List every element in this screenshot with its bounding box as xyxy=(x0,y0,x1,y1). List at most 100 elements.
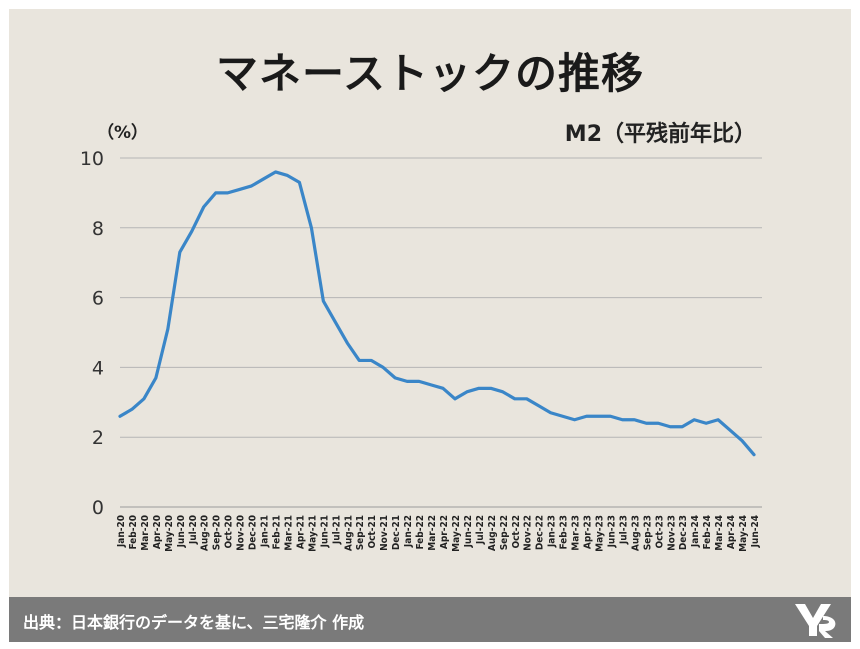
data-point xyxy=(657,422,660,425)
data-point xyxy=(214,192,217,194)
x-tick-label: Feb-23 xyxy=(559,515,570,550)
x-tick-label: Oct-21 xyxy=(367,515,378,549)
x-tick-label: Jan-24 xyxy=(690,515,701,548)
data-point xyxy=(310,227,313,229)
data-point xyxy=(370,359,373,362)
data-point xyxy=(382,366,384,369)
data-point xyxy=(155,377,157,379)
data-point xyxy=(753,453,755,456)
data-point xyxy=(573,418,576,421)
x-tick-label: Jun-23 xyxy=(606,515,617,548)
data-point xyxy=(478,387,480,390)
x-tick-label: Aug-21 xyxy=(343,515,354,551)
x-tick-label: Oct-23 xyxy=(654,515,665,549)
data-point xyxy=(681,425,684,428)
chart-title: マネーストックの推移 xyxy=(216,49,644,98)
x-tick-label: Feb-22 xyxy=(415,515,426,550)
data-point xyxy=(334,321,337,323)
data-point xyxy=(286,174,289,177)
data-point xyxy=(167,328,169,330)
x-tick-label: Dec-22 xyxy=(535,515,546,550)
y-tick-label: 0 xyxy=(92,497,104,519)
x-tick-label: Nov-20 xyxy=(236,515,247,551)
x-tick-label: Apr-23 xyxy=(583,515,594,549)
y-axis-unit-label: （%） xyxy=(97,123,149,143)
x-tick-label: Oct-20 xyxy=(224,515,235,549)
x-tick-label: May-20 xyxy=(164,515,175,552)
data-point xyxy=(525,398,528,400)
data-point xyxy=(358,359,361,362)
data-point xyxy=(250,185,253,187)
x-tick-label: Feb-21 xyxy=(272,515,283,550)
y-tick-label: 6 xyxy=(92,288,104,310)
x-tick-label: Jul-22 xyxy=(475,515,486,545)
data-point xyxy=(717,418,719,421)
source-footer: 出典：日本銀行のデータを基に、三宅隆介 作成 xyxy=(9,597,851,642)
data-point xyxy=(190,230,193,233)
data-point xyxy=(322,300,325,302)
x-tick-label: Jan-21 xyxy=(260,515,271,548)
data-point xyxy=(585,415,588,418)
x-tick-label: Mar-20 xyxy=(140,515,151,551)
y-tick-label: 10 xyxy=(80,148,104,170)
data-point xyxy=(202,206,205,208)
data-point xyxy=(442,387,444,390)
x-tick-label: Jun-21 xyxy=(319,515,330,548)
x-tick-label: May-23 xyxy=(594,515,605,552)
data-point xyxy=(454,398,456,400)
x-tick-label: Mar-21 xyxy=(283,515,294,551)
data-point xyxy=(537,404,540,407)
x-tick-label: May-24 xyxy=(738,515,749,552)
data-point xyxy=(705,422,707,425)
x-tick-label: Jun-24 xyxy=(750,515,761,548)
x-tick-label: Mar-23 xyxy=(571,515,582,551)
data-point xyxy=(238,188,241,191)
series-line xyxy=(118,170,756,457)
data-point xyxy=(561,415,564,418)
data-point xyxy=(226,192,229,194)
x-tick-label: Apr-24 xyxy=(726,515,737,549)
x-tick-label: Oct-22 xyxy=(511,515,522,549)
data-point xyxy=(430,384,432,386)
x-tick-label: Apr-21 xyxy=(295,515,306,549)
x-tick-label: May-21 xyxy=(307,515,318,552)
x-tick-label: Dec-23 xyxy=(678,515,689,550)
x-tick-label: Nov-23 xyxy=(666,515,677,551)
data-point xyxy=(466,391,468,393)
x-tick-label: Sep-21 xyxy=(355,515,366,550)
x-tick-label: Jun-22 xyxy=(463,515,474,548)
data-point xyxy=(394,377,396,379)
x-tick-label: Nov-22 xyxy=(523,515,534,551)
x-tick-label: Sep-22 xyxy=(499,515,510,550)
x-tick-label: Jan-23 xyxy=(547,515,558,548)
series-label: M2（平残前年比） xyxy=(564,122,756,147)
data-point xyxy=(501,391,504,393)
data-point xyxy=(621,418,624,421)
data-point xyxy=(143,398,145,400)
data-point xyxy=(346,342,349,344)
x-tick-label: Feb-24 xyxy=(702,515,713,550)
x-tick-label: Feb-20 xyxy=(128,515,139,550)
data-point xyxy=(669,425,672,428)
y-tick-label: 2 xyxy=(92,427,104,449)
data-point xyxy=(298,181,301,184)
x-tick-label: Aug-22 xyxy=(487,515,498,551)
x-tick-label: Sep-20 xyxy=(212,515,223,550)
x-tick-label: Aug-20 xyxy=(200,515,211,551)
data-point xyxy=(262,178,265,180)
source-text: 出典：日本銀行のデータを基に、三宅隆介 作成 xyxy=(23,613,365,632)
x-tick-label: Jul-23 xyxy=(618,515,629,545)
data-point xyxy=(513,398,516,400)
data-point xyxy=(729,429,731,432)
x-tick-label: Jan-20 xyxy=(116,515,127,548)
x-tick-label: Dec-20 xyxy=(248,515,259,550)
data-point xyxy=(131,408,133,411)
y-tick-label: 4 xyxy=(92,357,104,379)
data-point xyxy=(274,171,277,173)
x-tick-label: Nov-21 xyxy=(379,515,390,551)
data-point xyxy=(741,439,743,442)
data-point xyxy=(490,387,492,390)
x-tick-label: Jun-20 xyxy=(176,515,187,548)
x-tick-label: Sep-23 xyxy=(642,515,653,550)
x-tick-label: Mar-24 xyxy=(714,515,725,551)
